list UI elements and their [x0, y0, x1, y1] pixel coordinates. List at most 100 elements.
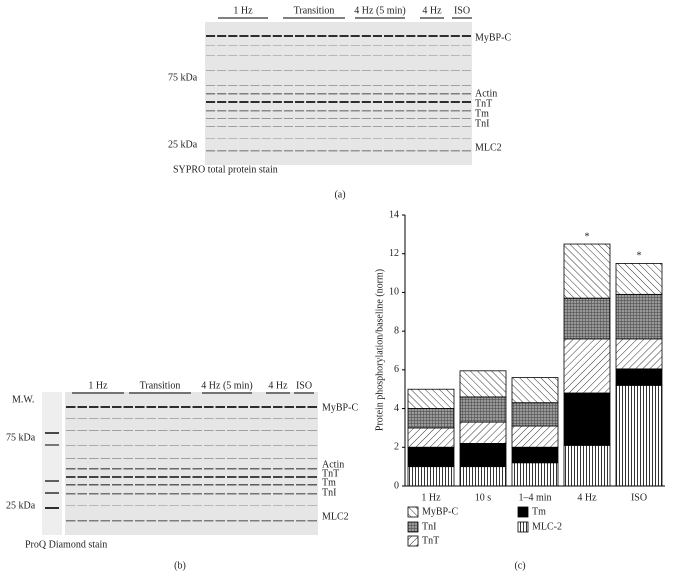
- gel-band: [261, 468, 271, 470]
- gel-band: [406, 126, 416, 127]
- gel-band: [261, 85, 271, 86]
- gel-band: [206, 85, 216, 86]
- gel-band: [89, 505, 99, 506]
- gel-band: [250, 85, 260, 86]
- gel-band: [112, 520, 122, 522]
- gel-band: [100, 484, 110, 486]
- gel-band: [181, 445, 191, 446]
- legend-swatch: [407, 506, 419, 518]
- panel-label: (b): [174, 560, 186, 571]
- gel-band: [123, 505, 133, 506]
- legend-swatch: [517, 521, 529, 533]
- bar-segment: [459, 421, 507, 444]
- lane-group-label: ISO: [296, 380, 312, 391]
- legend-swatch: [407, 535, 419, 547]
- gel-band: [238, 520, 248, 522]
- bar-segment: [511, 462, 559, 487]
- gel-band: [406, 138, 416, 139]
- gel-band: [439, 110, 449, 112]
- gel-band: [439, 35, 449, 37]
- gel-band: [217, 110, 227, 112]
- gel-band: [192, 430, 202, 431]
- gel-band: [295, 35, 305, 37]
- bar-segment: [615, 338, 663, 370]
- gel-band: [250, 493, 260, 495]
- gel-band: [169, 430, 179, 431]
- protein-label: TnI: [322, 487, 336, 498]
- gel-band: [250, 445, 260, 446]
- gel-band: [250, 150, 260, 152]
- gel-band: [450, 126, 460, 127]
- gel-band: [428, 138, 438, 139]
- gel-band: [135, 430, 145, 431]
- gel-band: [169, 505, 179, 506]
- gel-band: [239, 118, 249, 119]
- gel-band: [123, 406, 133, 408]
- gel-band: [284, 484, 294, 486]
- bar-segment: [563, 392, 611, 446]
- gel-band: [158, 406, 168, 408]
- gel-band: [204, 493, 214, 495]
- gel-band: [206, 118, 216, 119]
- gel-band: [77, 484, 87, 486]
- gel-band: [406, 85, 416, 86]
- y-tick-label: 0: [394, 480, 399, 491]
- gel-band: [250, 45, 260, 46]
- gel-band: [238, 484, 248, 486]
- gel-band: [307, 476, 317, 478]
- gel-band: [350, 126, 360, 127]
- x-tick-label: 4 Hz: [577, 492, 597, 503]
- gel-band: [206, 45, 216, 46]
- gel-band: [158, 445, 168, 446]
- mw-band: [45, 492, 59, 494]
- gel-band: [350, 55, 360, 56]
- gel-band: [146, 476, 156, 478]
- gel-band: [204, 430, 214, 431]
- gel-band: [450, 138, 460, 139]
- gel-band: [77, 445, 87, 446]
- gel-band: [372, 45, 382, 46]
- gel-band: [227, 520, 237, 522]
- bar-segment: [615, 368, 663, 386]
- gel-band: [461, 35, 471, 37]
- y-tick-label: 2: [394, 442, 399, 453]
- gel-band: [328, 45, 338, 46]
- gel-band: [158, 505, 168, 506]
- gel-band: [215, 505, 225, 506]
- gel-band: [192, 520, 202, 522]
- gel-band: [261, 505, 271, 506]
- gel-band: [339, 138, 349, 139]
- gel-band: [250, 93, 260, 95]
- gel-band: [317, 101, 327, 103]
- gel-band: [428, 126, 438, 127]
- x-tick-label: ISO: [631, 492, 647, 503]
- gel-band: [77, 520, 87, 522]
- gel-band: [461, 85, 471, 86]
- gel-band: [181, 493, 191, 495]
- gel-band: [123, 418, 133, 419]
- gel-band: [158, 458, 168, 459]
- gel-band: [169, 445, 179, 446]
- gel-band: [350, 138, 360, 139]
- lane-group-label: ISO: [454, 5, 470, 16]
- panel-label: (c): [514, 560, 525, 571]
- gel-band: [272, 93, 282, 95]
- gel-band: [217, 118, 227, 119]
- gel-band: [135, 493, 145, 495]
- gel-band: [273, 484, 283, 486]
- gel-band: [169, 476, 179, 478]
- gel-band: [123, 430, 133, 431]
- gel-band: [217, 150, 227, 152]
- gel-band: [217, 93, 227, 95]
- gel-band: [192, 484, 202, 486]
- gel-band: [206, 101, 216, 103]
- stain-label: ProQ Diamond stain: [25, 539, 107, 550]
- gel-band: [296, 406, 306, 408]
- gel-band: [135, 484, 145, 486]
- gel-band: [66, 445, 76, 446]
- gel-band: [450, 35, 460, 37]
- gel-band: [395, 45, 405, 46]
- gel-band: [66, 520, 76, 522]
- gel-band: [428, 118, 438, 119]
- gel-band: [450, 45, 460, 46]
